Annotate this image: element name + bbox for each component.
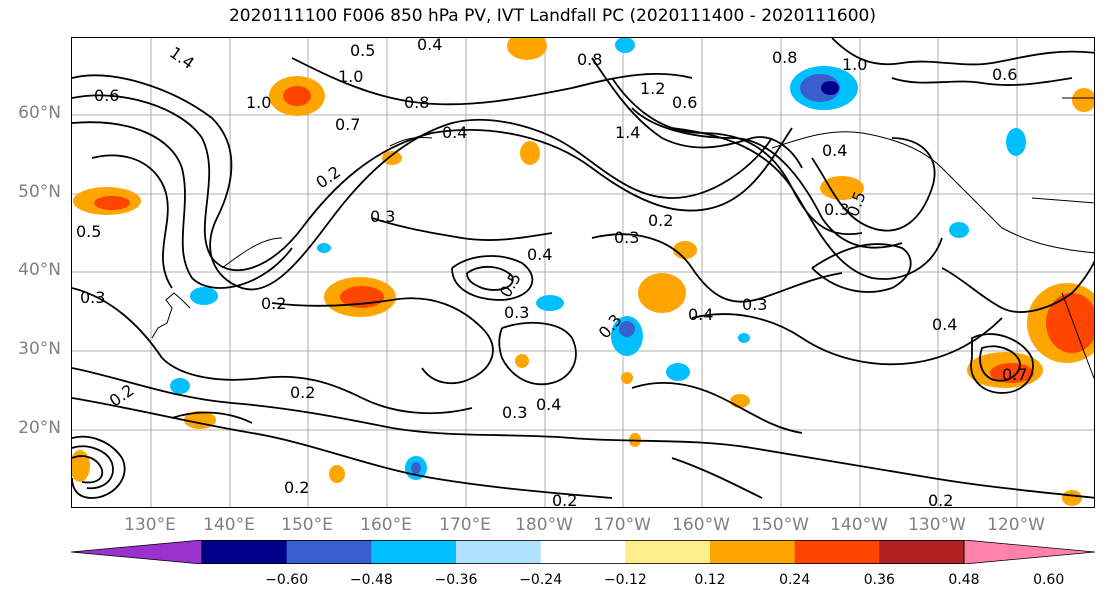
- contour-label: 0.2: [261, 294, 286, 313]
- contour-label: 0.5: [350, 41, 375, 60]
- contour-label: 0.4: [536, 395, 561, 414]
- contour-label: 0.7: [335, 115, 360, 134]
- contour-label: 0.8: [577, 50, 602, 69]
- contour-label: 0.6: [672, 93, 697, 112]
- contour-label: 0.3: [824, 200, 849, 219]
- lon-label: 180°W: [515, 515, 573, 535]
- colorbar-segment: [625, 540, 711, 564]
- contour-label: 0.2: [928, 491, 953, 508]
- lat-label-40n: 40°N: [18, 260, 61, 280]
- colorbar-tick-label: 0.12: [694, 572, 726, 588]
- lon-label: 150°E: [281, 515, 333, 535]
- colorbar-tick-label: 0.36: [863, 572, 895, 588]
- contour-label: 0.3: [742, 295, 767, 314]
- colorbar-frame: [201, 540, 965, 564]
- colorbar-extend-min: [71, 540, 203, 564]
- contour-label: 0.3: [614, 228, 639, 247]
- contour-labels: 1.4 0.5 0.4 0.8 1.0 0.6 1.0 0.7 0.8 1.2 …: [76, 38, 1027, 508]
- contour-label: 0.8: [404, 93, 429, 112]
- colorbar-extend-max: [963, 540, 1095, 564]
- pv-positive-fills: [72, 38, 1094, 506]
- contour-label: 0.4: [932, 315, 957, 334]
- lat-label-60n: 60°N: [18, 103, 61, 123]
- pv-negative-fills: [170, 38, 1026, 480]
- contour-label: 1.2: [640, 79, 665, 98]
- contour-label: 0.6: [94, 86, 119, 105]
- colorbar-tick-label: 0.48: [948, 572, 980, 588]
- lon-label: 130°E: [124, 515, 176, 535]
- lat-label-30n: 30°N: [18, 339, 61, 359]
- contour-label: 0.4: [822, 141, 847, 160]
- lon-label: 160°W: [672, 515, 730, 535]
- contour-label: 1.4: [615, 123, 640, 142]
- contour-label: 0.4: [527, 245, 552, 264]
- colorbar-tick-label: 0.24: [779, 572, 811, 588]
- colorbar-segment: [286, 540, 372, 564]
- colorbar-tick-label: −0.48: [349, 572, 393, 588]
- contour-label: 0.3: [370, 207, 395, 226]
- contour-label: 1.4: [166, 43, 198, 73]
- colorbar-segment: [710, 540, 796, 564]
- colorbar-segment: [540, 540, 626, 564]
- contour-label: 0.3: [502, 403, 527, 422]
- colorbar-tick-label: −0.24: [519, 572, 563, 588]
- contour-label: 0.5: [76, 222, 101, 241]
- colorbar-segment: [879, 540, 965, 564]
- colorbar-segment: [202, 540, 288, 564]
- contour-label: 0.3: [80, 288, 105, 307]
- colorbar-tick-label: 0.60: [1033, 572, 1065, 588]
- lon-label: 150°W: [751, 515, 809, 535]
- contour-label: 0.3: [504, 303, 529, 322]
- contour-label: 0.2: [552, 491, 577, 508]
- colorbar-segments: [71, 540, 1095, 564]
- lat-label-20n: 20°N: [18, 418, 61, 438]
- map-panel: 1.4 0.5 0.4 0.8 1.0 0.6 1.0 0.7 0.8 1.2 …: [71, 37, 1095, 508]
- colorbar-tick-label: −0.12: [603, 572, 647, 588]
- colorbar-tick-label: −0.36: [434, 572, 478, 588]
- contour-label: 1.0: [842, 55, 867, 74]
- pv-contours: [72, 38, 1094, 499]
- lon-label: 130°W: [908, 515, 966, 535]
- contour-label: 0.6: [992, 65, 1017, 84]
- contour-label: 0.2: [284, 478, 309, 497]
- lon-label: 140°E: [203, 515, 255, 535]
- contour-label: 0.2: [312, 162, 344, 192]
- lon-label: 160°E: [360, 515, 412, 535]
- contour-label: 1.0: [338, 67, 363, 86]
- lat-label-50n: 50°N: [18, 182, 61, 202]
- colorbar: [71, 540, 1095, 564]
- map-canvas: 1.4 0.5 0.4 0.8 1.0 0.6 1.0 0.7 0.8 1.2 …: [72, 38, 1094, 508]
- contour-label: 0.4: [417, 38, 442, 54]
- figure-title: 2020111100 F006 850 hPa PV, IVT Landfall…: [228, 6, 876, 26]
- colorbar-segment: [794, 540, 880, 564]
- contour-label: 0.8: [772, 48, 797, 67]
- lon-label: 170°E: [439, 515, 491, 535]
- contour-label: 0.4: [442, 123, 467, 142]
- colorbar-tick-label: −0.60: [265, 572, 309, 588]
- contour-label: 0.2: [648, 211, 673, 230]
- colorbar-segment: [456, 540, 542, 564]
- coastlines: [151, 97, 1094, 380]
- lon-label: 140°W: [830, 515, 888, 535]
- graticule: [72, 38, 1094, 507]
- contour-label: 0.2: [290, 383, 315, 402]
- lon-label: 170°W: [593, 515, 651, 535]
- contour-label: 0.7: [1002, 365, 1027, 384]
- contour-label: 0.4: [688, 305, 713, 324]
- contour-label: 1.0: [246, 93, 271, 112]
- colorbar-segment: [371, 540, 457, 564]
- lon-label: 120°W: [987, 515, 1045, 535]
